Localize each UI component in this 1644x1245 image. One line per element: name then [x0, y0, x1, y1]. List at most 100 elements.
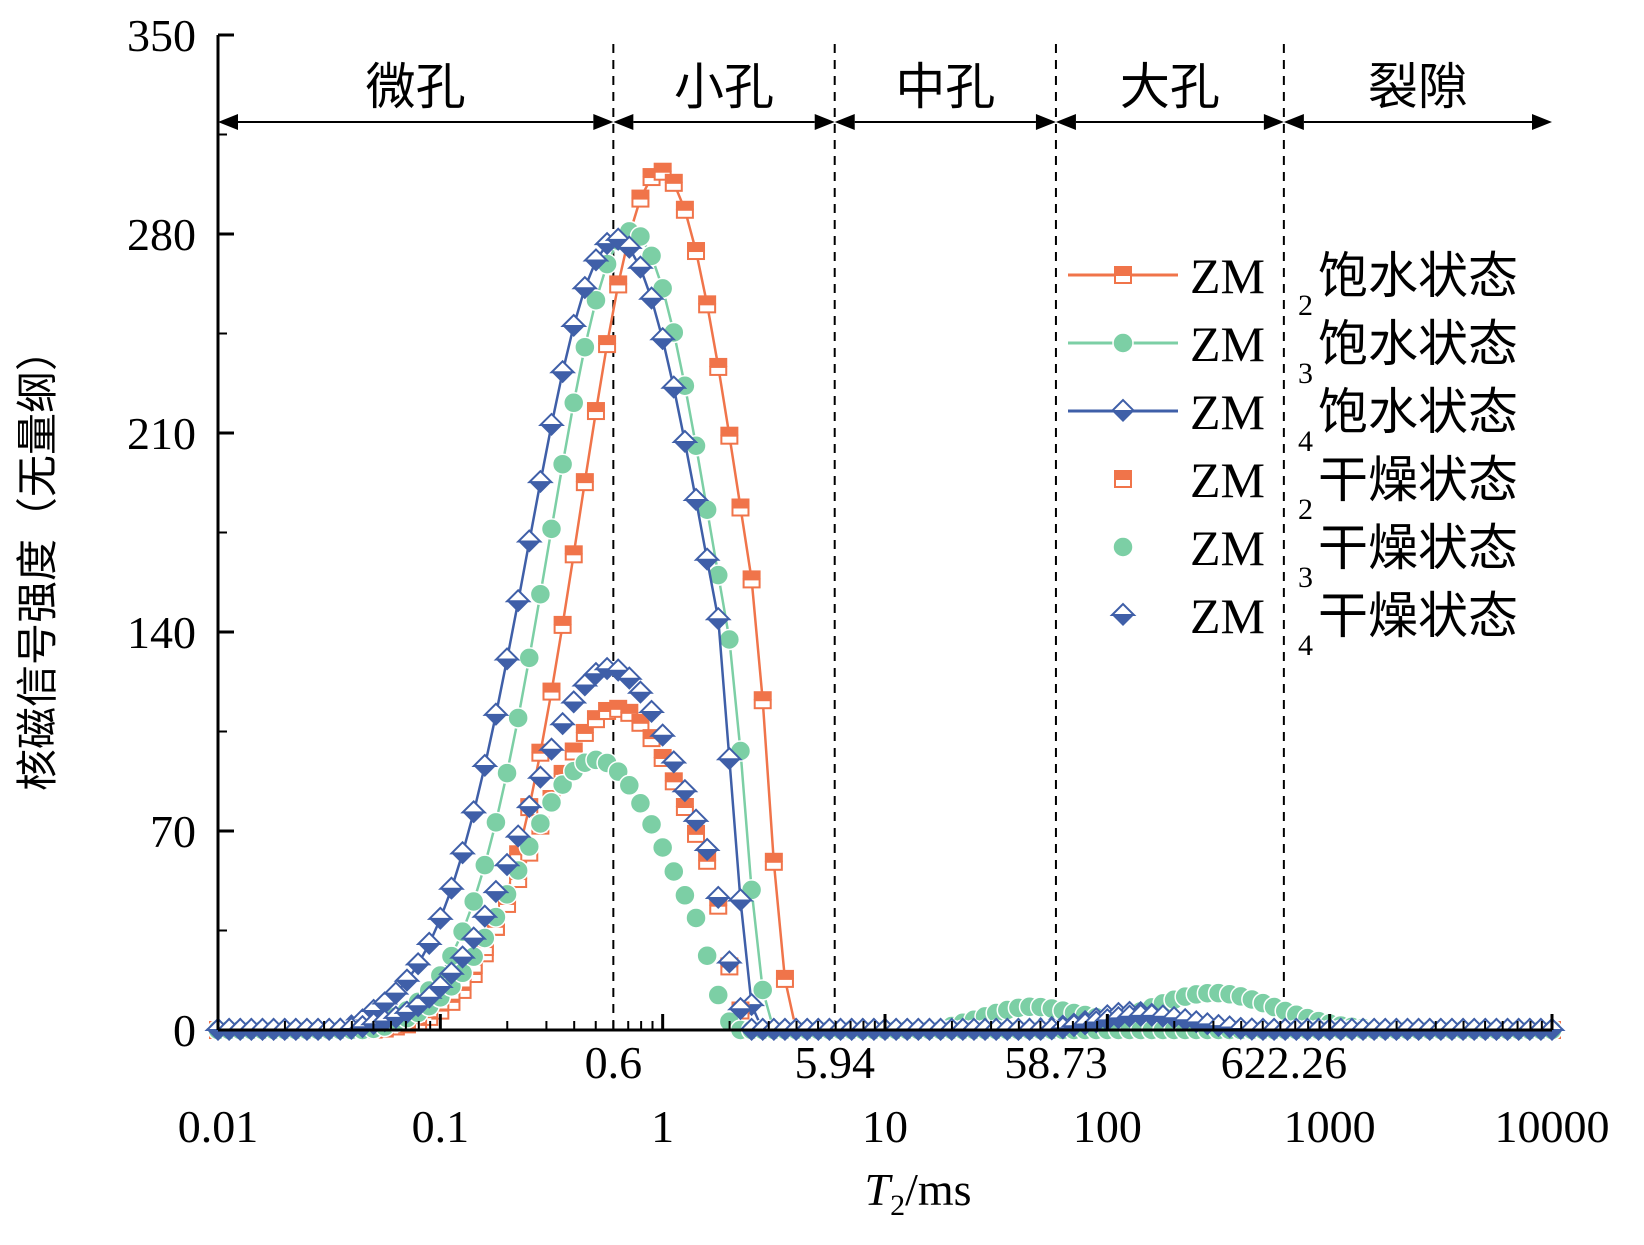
region-arrow-head	[1532, 114, 1552, 130]
region-label: 小孔	[674, 58, 774, 116]
marker-diamond-bottom	[729, 1009, 752, 1021]
x-axis-title: T2/ms	[864, 1164, 971, 1222]
region-label: 微孔	[366, 58, 466, 116]
x-tick-label: 10	[862, 1101, 908, 1152]
marker-diamond-top	[426, 906, 454, 920]
legend-state: 饱水状态	[1318, 315, 1518, 373]
marker-diamond-bottom	[651, 339, 674, 351]
marker-circle	[585, 289, 607, 311]
marker-square-top	[664, 772, 683, 782]
marker-diamond-top	[526, 469, 554, 484]
marker-diamond-bottom	[496, 865, 519, 877]
marker-diamond-bottom	[429, 918, 452, 930]
marker-square-bottom	[775, 977, 794, 988]
region-label: 大孔	[1120, 58, 1220, 116]
marker-square-top	[1114, 470, 1132, 479]
marker-diamond-bottom	[718, 962, 741, 974]
marker-diamond-top	[438, 961, 465, 975]
marker-diamond-top	[404, 951, 432, 966]
marker-circle	[1112, 536, 1134, 558]
marker-square-top	[564, 545, 583, 555]
marker-diamond-top	[393, 968, 421, 982]
marker-diamond-top	[715, 950, 743, 964]
legend-subscript: 3	[1298, 561, 1313, 594]
region-arrow-head	[1035, 114, 1056, 130]
marker-diamond-top	[549, 359, 577, 374]
marker-diamond-bottom	[1541, 1030, 1563, 1041]
marker-square-bottom	[631, 197, 650, 208]
marker-circle	[529, 583, 552, 605]
marker-square-bottom	[698, 859, 717, 870]
marker-square-bottom	[731, 506, 750, 517]
marker-diamond-bottom	[573, 685, 596, 697]
axes: 0 70 140 210 280 350 0.01 0.1 1 10 100 1000 10000	[127, 10, 1610, 1152]
y-tick-label: 140	[127, 607, 196, 658]
marker-square-top	[542, 682, 561, 692]
marker-diamond-bottom	[673, 791, 696, 803]
marker-diamond-bottom	[395, 1012, 418, 1024]
marker-diamond-bottom	[440, 888, 463, 900]
marker-diamond-top	[438, 876, 465, 890]
marker-square-top	[1114, 266, 1132, 275]
legend-subscript: 4	[1298, 425, 1313, 458]
marker-square-top	[709, 357, 728, 367]
boundary-label: 58.73	[1004, 1037, 1108, 1088]
marker-diamond-bottom	[662, 387, 685, 399]
marker-square-top	[531, 743, 550, 753]
y-tick-label: 70	[150, 806, 196, 857]
marker-diamond-bottom	[562, 702, 585, 714]
marker-square-top	[764, 852, 783, 862]
marker-diamond-top	[638, 286, 665, 300]
marker-square-bottom	[675, 806, 694, 817]
marker-diamond-top	[493, 852, 521, 867]
marker-diamond-top	[471, 753, 499, 768]
marker-square-top	[742, 570, 761, 580]
marker-diamond-top	[704, 885, 732, 899]
marker-diamond-bottom	[685, 500, 708, 512]
marker-square-bottom	[709, 365, 728, 376]
marker-circle	[529, 812, 552, 835]
marker-diamond-bottom	[729, 900, 752, 912]
marker-square-bottom	[698, 303, 717, 314]
marker-square-top	[620, 703, 639, 713]
region-arrow-head	[593, 114, 614, 130]
marker-diamond-bottom	[518, 541, 541, 553]
marker-diamond-top	[382, 981, 410, 995]
region-arrow-head	[834, 114, 855, 130]
marker-diamond-top	[682, 808, 710, 822]
legend-state: 干燥状态	[1318, 519, 1518, 577]
marker-diamond-bottom	[484, 714, 507, 726]
marker-circle	[685, 907, 707, 929]
marker-square-bottom	[575, 481, 594, 492]
marker-diamond-bottom	[473, 916, 496, 928]
marker-diamond-bottom	[418, 997, 441, 1009]
marker-diamond-bottom	[640, 298, 663, 310]
marker-diamond-top	[727, 996, 754, 1011]
marker-diamond-top	[515, 529, 543, 543]
marker-circle	[651, 836, 674, 859]
y-tick-label: 350	[127, 10, 196, 61]
marker-diamond-bottom	[440, 973, 463, 985]
marker-circle	[718, 628, 741, 651]
marker-square-top	[509, 845, 528, 855]
marker-circle	[474, 854, 496, 876]
marker-diamond-top	[471, 904, 499, 918]
marker-square-bottom	[586, 718, 605, 729]
legend-name: ZM	[1190, 316, 1265, 372]
marker-circle	[507, 707, 529, 729]
marker-diamond-bottom	[629, 267, 652, 279]
marker-diamond-top	[671, 778, 699, 793]
marker-diamond-bottom	[662, 762, 685, 774]
marker-diamond-bottom	[562, 326, 585, 338]
legend-name: ZM	[1190, 452, 1265, 508]
y-tick-label: 0	[173, 1005, 196, 1056]
marker-square-bottom	[742, 578, 761, 589]
marker-diamond-bottom	[473, 766, 496, 778]
y-axis-title: 核磁信号强度（无量纲）	[13, 329, 62, 791]
boundary-lines: 0.6 5.94 58.73 622.26	[585, 44, 1347, 1088]
